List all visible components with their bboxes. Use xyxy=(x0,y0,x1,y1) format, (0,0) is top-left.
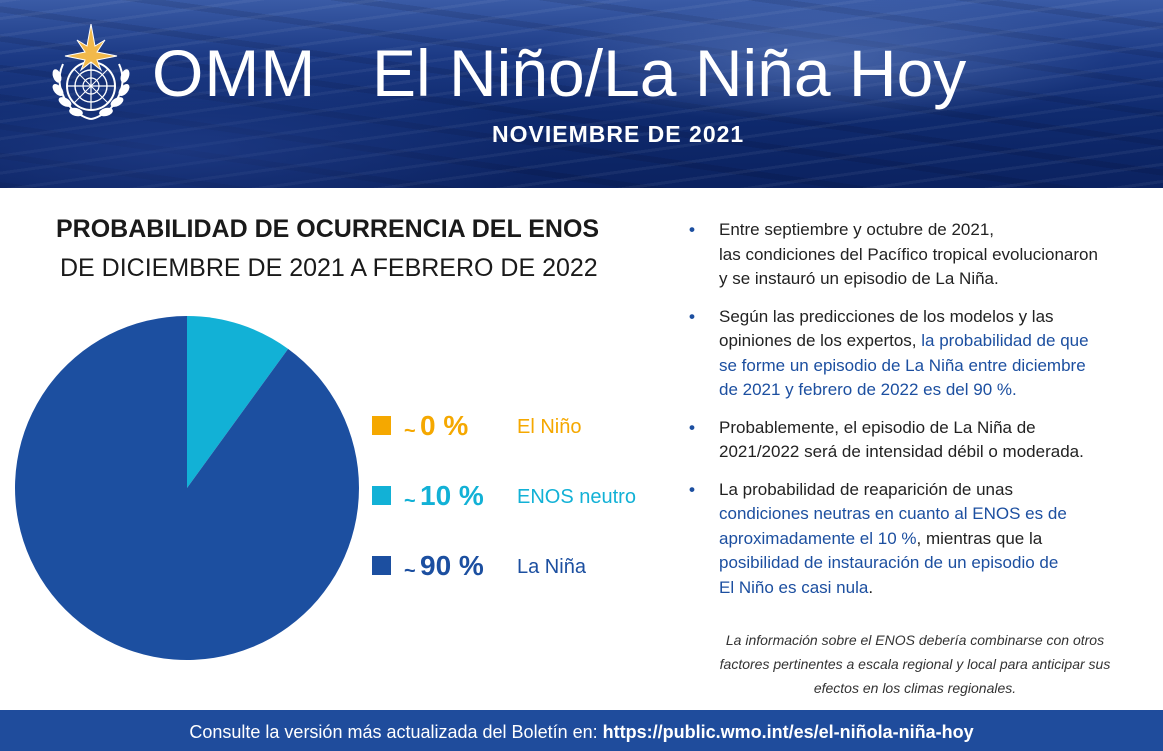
bulletin-date: NOVIEMBRE DE 2021 xyxy=(492,121,745,147)
legend-approx-sign: ~ xyxy=(404,420,416,442)
legend-value: 10 % xyxy=(420,480,484,511)
chart-legend: ~0 % El Niño ~10 % ENOS neutro ~90 % La Niña xyxy=(372,400,672,600)
legend-item: ~90 % La Niña xyxy=(372,546,672,586)
legend-label: El Niño xyxy=(517,416,582,438)
legend-swatch xyxy=(372,486,391,505)
bullet-dot-icon: • xyxy=(689,220,695,239)
highlighted-text: posibilidad de instauración de un episod… xyxy=(719,553,1059,597)
legend-swatch xyxy=(372,416,391,435)
pie-slice-la-niña xyxy=(14,316,359,660)
enso-pie-chart xyxy=(14,316,359,660)
bullet-text: Según las predicciones de los modelos y … xyxy=(719,306,1054,351)
org-name: OMM xyxy=(152,36,317,110)
legend-label: La Niña xyxy=(517,556,586,578)
bullet-item: • La probabilidad de reaparición de unas c… xyxy=(686,478,1146,601)
legend-item: ~0 % El Niño xyxy=(372,406,672,446)
footer-text: Consulte la versión más actualizada del … xyxy=(189,722,603,742)
chart-title: PROBABILIDAD DE OCURRENCIA DEL ENOS xyxy=(56,215,600,243)
legend-value: 90 % xyxy=(420,550,484,581)
bullet-item: • Según las predicciones de los modelos y… xyxy=(686,305,1146,403)
legend-item: ~10 % ENOS neutro xyxy=(372,476,672,516)
key-points-list: • Entre septiembre y octubre de 2021, las … xyxy=(686,218,1146,613)
legend-label: ENOS neutro xyxy=(517,486,636,508)
bullet-dot-icon: • xyxy=(689,417,695,437)
bullet-text: . xyxy=(868,577,874,597)
header-banner: OMM El Niño/La Niña Hoy NOVIEMBRE DE 202… xyxy=(0,0,1163,188)
bullet-text: La probabilidad de reaparición de unas xyxy=(719,479,1013,499)
legend-approx-sign: ~ xyxy=(404,560,416,582)
legend-approx-sign: ~ xyxy=(404,490,416,512)
legend-swatch xyxy=(372,556,391,575)
footer-bar: Consulte la versión más actualizada del … xyxy=(0,710,1163,751)
legend-value: 0 % xyxy=(420,410,469,441)
pie-slice-enos-neutro xyxy=(187,316,289,488)
highlighted-text: condiciones neutras en cuanto al ENOS es… xyxy=(719,504,1067,548)
bullet-text: , mientras que la xyxy=(916,528,1043,548)
highlighted-text: la probabilidad de que se forme un episod… xyxy=(719,331,1089,399)
bulletin-title: El Niño/La Niña Hoy xyxy=(372,36,967,110)
bullet-item: • Probablemente, el episodio de La Niña d… xyxy=(686,416,1146,465)
wmo-logo xyxy=(52,24,130,120)
bullet-text: Probablemente, el episodio de La Niña de… xyxy=(719,417,1084,462)
chart-subtitle: DE DICIEMBRE DE 2021 A FEBRERO DE 2022 xyxy=(60,254,598,282)
disclaimer-note: La información sobre el ENOS debería com… xyxy=(719,632,1111,696)
bullet-text: Entre septiembre y octubre de 2021, las c… xyxy=(719,220,1098,288)
bullet-item: • Entre septiembre y octubre de 2021, las … xyxy=(686,218,1146,292)
bullet-dot-icon: • xyxy=(689,479,695,499)
bulletin-link[interactable]: https://public.wmo.int/es/el-niñola-niña… xyxy=(602,722,974,742)
bullet-dot-icon: • xyxy=(689,306,695,326)
